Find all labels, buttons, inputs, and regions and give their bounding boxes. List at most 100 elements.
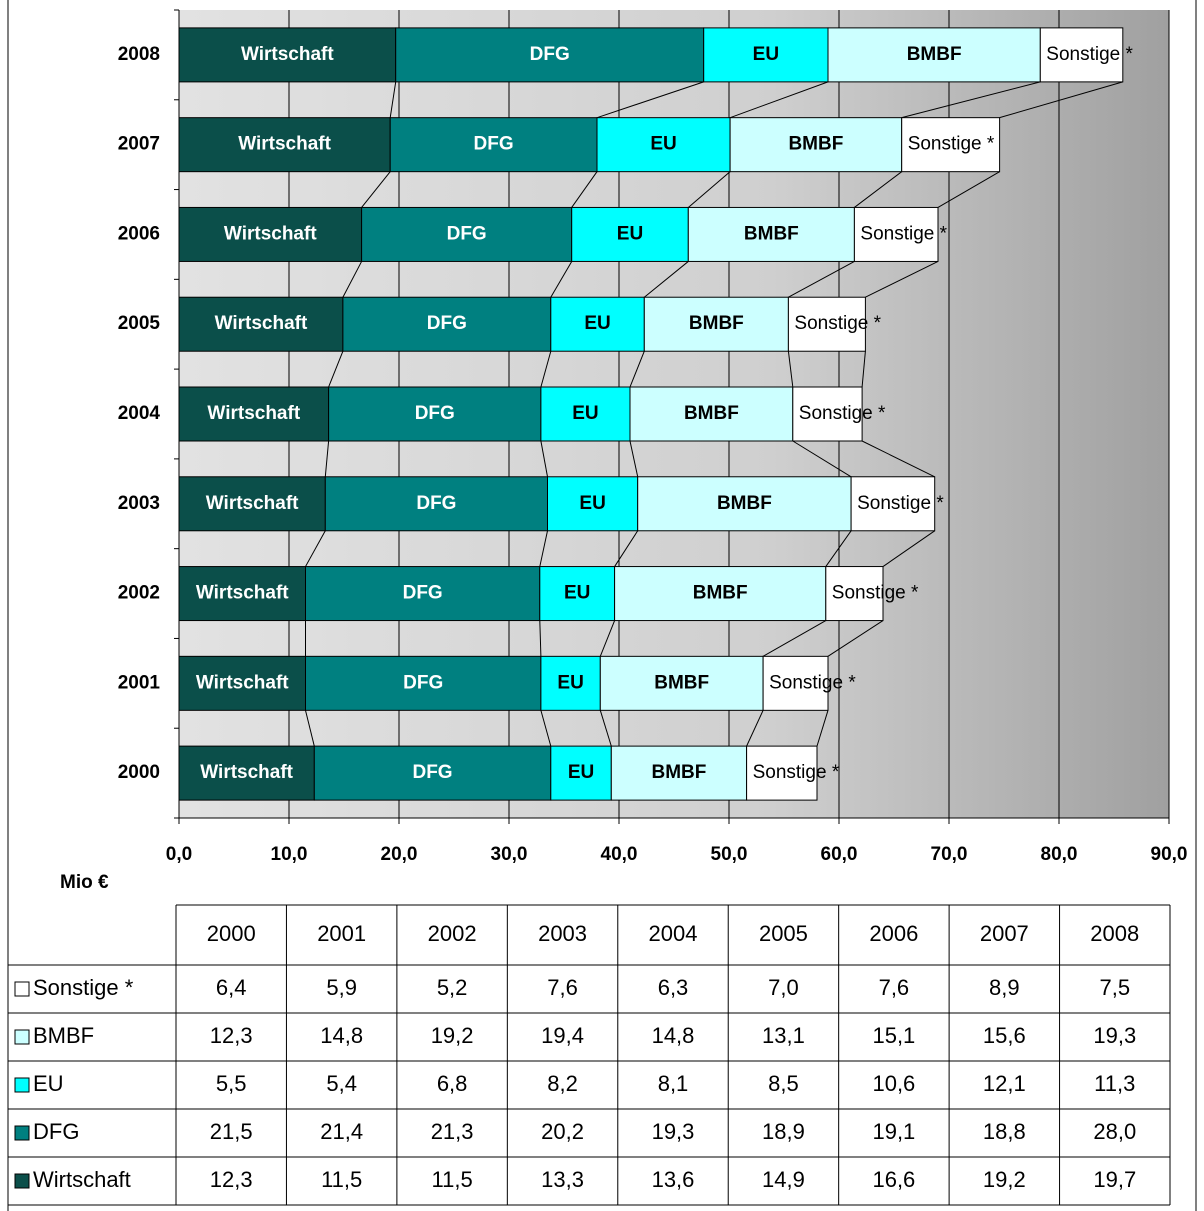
table-cell: 18,8: [983, 1119, 1026, 1144]
segment-label: DFG: [474, 134, 514, 155]
segment-label: BMBF: [693, 583, 748, 604]
segment-label: DFG: [403, 672, 443, 693]
series-line: [629, 440, 639, 477]
segment-label: Wirtschaft: [207, 403, 300, 424]
table-cell: 7,6: [547, 975, 578, 1000]
table-cell: 7,0: [768, 975, 799, 1000]
table-header: 2005: [759, 921, 808, 946]
series-line: [539, 620, 542, 657]
table-header: 2003: [538, 921, 587, 946]
series-line: [614, 530, 639, 567]
table-cell: 14,8: [320, 1023, 363, 1048]
table-cell: 8,2: [547, 1071, 578, 1096]
y-tick-label: 2008: [118, 44, 160, 65]
table-cell: 15,1: [872, 1023, 915, 1048]
table-cell: 15,6: [983, 1023, 1026, 1048]
legend-swatch: [14, 1173, 30, 1189]
series-line: [540, 351, 552, 388]
bar-segment: [787, 296, 866, 352]
segment-label: Wirtschaft: [224, 223, 317, 244]
bar-segment: [178, 27, 397, 83]
bar-segment: [178, 566, 306, 622]
segment-label: Wirtschaft: [215, 313, 308, 334]
table-cell: 6,8: [437, 1071, 468, 1096]
series-line: [596, 81, 704, 119]
table-cell: 13,1: [762, 1023, 805, 1048]
table-cell: 5,9: [326, 975, 357, 1000]
segment-label: DFG: [416, 493, 456, 514]
bar-segment: [1039, 27, 1124, 83]
x-tick-label: 80,0: [1041, 844, 1078, 865]
segment-label: Sonstige *: [908, 134, 995, 155]
x-tick-label: 40,0: [601, 844, 638, 865]
bar-segment: [178, 745, 315, 801]
bar-segment: [178, 655, 306, 711]
bar-segment: [599, 655, 764, 711]
bar-segment: [305, 566, 541, 622]
series-line: [999, 81, 1123, 119]
bar-segment: [547, 476, 639, 532]
series-line: [599, 620, 616, 657]
y-tick-label: 2001: [118, 672, 161, 693]
legend-label: Wirtschaft: [33, 1167, 131, 1192]
series-line: [882, 530, 935, 567]
table-cell: 19,2: [983, 1167, 1026, 1192]
segment-label: BMBF: [744, 223, 799, 244]
segment-label: DFG: [412, 762, 452, 783]
table-cell: 13,3: [541, 1167, 584, 1192]
bar-segment: [827, 27, 1041, 83]
segment-label: Wirtschaft: [200, 762, 293, 783]
series-line: [861, 440, 935, 478]
y-tick-label: 2006: [118, 223, 160, 244]
y-tick-label: 2007: [118, 134, 160, 155]
bar-segment: [361, 206, 573, 262]
legend-label: BMBF: [33, 1023, 94, 1048]
bar-segment: [324, 476, 548, 532]
series-line: [540, 710, 552, 747]
table-cell: 5,5: [216, 1071, 247, 1096]
table-cell: 19,3: [1093, 1023, 1136, 1048]
table-cell: 7,5: [1099, 975, 1130, 1000]
series-line: [901, 81, 1041, 119]
series-line: [539, 530, 548, 567]
table-cell: 12,3: [210, 1167, 253, 1192]
series-line: [729, 81, 829, 119]
series-line: [787, 351, 794, 388]
segment-label: EU: [753, 44, 779, 65]
segment-label: Sonstige *: [1046, 44, 1133, 65]
segment-label: EU: [557, 672, 583, 693]
series-line: [305, 530, 326, 567]
table-cell: 16,6: [872, 1167, 915, 1192]
table-cell: 5,2: [437, 975, 468, 1000]
segment-label: Wirtschaft: [196, 672, 289, 693]
series-line: [827, 620, 884, 657]
x-tick-label: 10,0: [271, 844, 308, 865]
table-cell: 21,4: [320, 1119, 363, 1144]
series-line: [816, 710, 829, 747]
table-header: 2000: [207, 921, 256, 946]
segment-label: EU: [579, 493, 605, 514]
bar-segment: [850, 476, 936, 532]
x-tick-label: 70,0: [931, 844, 968, 865]
segment-label: Wirtschaft: [241, 44, 334, 65]
table-cell: 8,1: [658, 1071, 689, 1096]
bar-segment: [792, 386, 863, 442]
segment-label: BMBF: [907, 44, 962, 65]
y-tick-label: 2004: [118, 403, 161, 424]
legend-label: Sonstige *: [33, 975, 134, 1000]
table-cell: 10,6: [872, 1071, 915, 1096]
segment-label: Wirtschaft: [206, 493, 299, 514]
segment-label: DFG: [427, 313, 467, 334]
series-line: [550, 261, 573, 298]
table-cell: 12,3: [210, 1023, 253, 1048]
bar-segment: [637, 476, 852, 532]
bar-segment: [571, 206, 689, 262]
table-header: 2008: [1090, 921, 1139, 946]
series-line: [389, 81, 397, 118]
segment-label: EU: [568, 762, 594, 783]
bar-segment: [762, 655, 829, 711]
table-cell: 6,4: [216, 975, 247, 1000]
segment-label: Wirtschaft: [238, 134, 331, 155]
x-axis-label: Mio €: [60, 872, 109, 893]
table-cell: 12,1: [983, 1071, 1026, 1096]
